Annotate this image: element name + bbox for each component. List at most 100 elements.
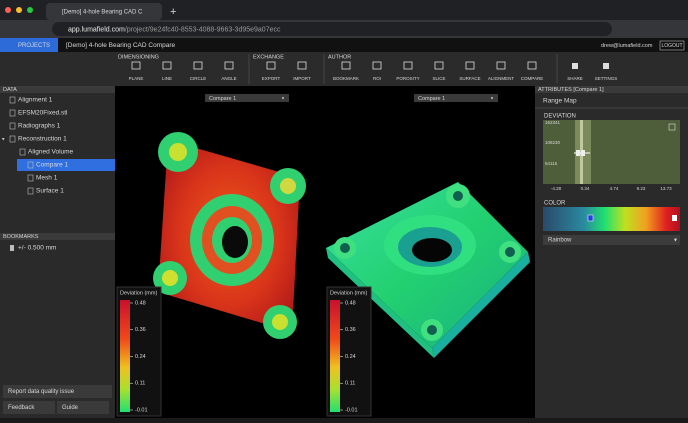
tree-icon xyxy=(9,122,16,130)
colormap-select[interactable] xyxy=(543,235,680,245)
colormap-handle[interactable] xyxy=(587,214,594,222)
tool-icon[interactable] xyxy=(572,63,578,69)
legend-tick-label: -0.01 xyxy=(135,407,148,413)
tool-icon[interactable] xyxy=(496,61,506,70)
bookmarks-title: BOOKMARKS xyxy=(3,234,39,240)
hist-x-label: 13.73 xyxy=(660,186,672,191)
view-selector-label: Compare 1 xyxy=(209,96,236,102)
feedback-label: Feedback xyxy=(8,405,35,411)
part-left xyxy=(153,132,306,339)
report-button[interactable] xyxy=(3,385,112,398)
tool-icon[interactable] xyxy=(341,61,351,70)
toolbar-group-title: EXCHANGE xyxy=(253,54,284,60)
tree-icon xyxy=(27,187,34,195)
attributes-title: ATTRIBUTES [Compare 1] xyxy=(538,87,604,93)
tab[interactable] xyxy=(46,3,162,20)
url-host: app.lumafield.com xyxy=(68,26,125,33)
guide-label: Guide xyxy=(62,405,79,411)
tree-icon xyxy=(9,109,16,117)
user-email: drew@lumafield.com xyxy=(601,43,653,49)
tree-icon xyxy=(19,148,26,156)
max-dot[interactable] xyxy=(27,7,33,13)
tool-label: PLANE xyxy=(129,76,144,81)
tool-icon[interactable] xyxy=(603,63,609,69)
close-dot[interactable] xyxy=(5,7,11,13)
new-tab[interactable]: + xyxy=(170,6,176,18)
legend-title: Deviation (mm) xyxy=(120,290,157,296)
tool-label: POROSITY xyxy=(396,76,419,81)
tree-item[interactable]: Reconstruction 1 xyxy=(18,136,67,143)
legend-tick-label: 0.48 xyxy=(345,300,356,306)
tree-item[interactable]: Aligned Volume xyxy=(28,149,74,156)
tool-label: ALIGNMENT xyxy=(488,76,515,81)
logout-label: LOGOUT xyxy=(661,43,682,49)
colormap-value: Rainbow xyxy=(548,238,572,244)
tree-icon xyxy=(9,135,16,143)
select-caret: ▼ xyxy=(673,237,678,243)
url-field[interactable] xyxy=(52,22,612,36)
view-selector[interactable] xyxy=(414,94,498,102)
toolbar-group-title: DIMENSIONING xyxy=(118,54,159,60)
tree-item[interactable]: Alignment 1 xyxy=(18,97,53,104)
tool-icon[interactable] xyxy=(162,61,172,70)
legend-tick-label: 0.11 xyxy=(345,381,355,387)
selected-row xyxy=(17,159,115,171)
tree-caret: ▾ xyxy=(2,136,5,142)
range-handle[interactable] xyxy=(581,150,585,156)
tool-icon[interactable] xyxy=(434,61,444,70)
hist-x-label: 4.74 xyxy=(610,186,619,191)
tool-label: COMPARE xyxy=(521,76,543,81)
view-selector-label: Compare 1 xyxy=(418,96,445,102)
tool-label: IMPORT xyxy=(293,76,311,81)
feedback-button[interactable] xyxy=(3,401,55,414)
legend-title: Deviation (mm) xyxy=(330,290,367,296)
tool-icon[interactable] xyxy=(527,61,537,70)
select-caret: ▼ xyxy=(490,96,494,101)
range-handle[interactable] xyxy=(576,150,580,156)
tree-icon xyxy=(27,174,34,182)
bookmark-item[interactable]: +/- 0.500 mm xyxy=(18,245,56,252)
legend-tick-label: 0.36 xyxy=(345,327,356,333)
tree-item[interactable]: Compare 1 xyxy=(36,162,69,169)
project-title: [Demo] 4-hole Bearing CAD Compare xyxy=(66,42,175,49)
legend-tick-label: -0.01 xyxy=(345,407,358,413)
range-map-tab[interactable]: Range Map xyxy=(543,98,577,105)
tree-item[interactable]: Radiographs 1 xyxy=(18,123,61,130)
hist-x-label: 0.34 xyxy=(581,186,590,191)
tool-label: LINE xyxy=(162,76,172,81)
min-dot[interactable] xyxy=(16,7,22,13)
tool-icon[interactable] xyxy=(297,61,307,70)
logout-button[interactable] xyxy=(659,40,685,51)
svg-text:app.lumafield.com/project/9e24: app.lumafield.com/project/9e24fc40-8553-… xyxy=(68,26,281,33)
tree-item[interactable]: EFSM20Fixed.stl xyxy=(18,110,68,117)
colormap-bar xyxy=(543,207,680,231)
deviation-label: DEVIATION xyxy=(544,114,576,120)
tree-item[interactable]: Mesh 1 xyxy=(36,175,58,182)
data-header xyxy=(0,86,115,93)
tool-icon[interactable] xyxy=(131,61,141,70)
legend-gradient xyxy=(120,300,130,412)
tool-label: CIRCLE xyxy=(190,76,207,81)
tool-icon[interactable] xyxy=(193,61,203,70)
tool-icon[interactable] xyxy=(403,61,413,70)
expand-icon[interactable] xyxy=(668,123,676,131)
colormap-handle[interactable] xyxy=(672,215,677,221)
tool-icon[interactable] xyxy=(266,61,276,70)
tool-label: SURFACE xyxy=(459,76,480,81)
url-path: /project/9e24fc40-8553-4088-9663-3d95e9a… xyxy=(125,26,281,33)
color-label: COLOR xyxy=(544,201,566,207)
tool-icon[interactable] xyxy=(372,61,382,70)
hist-x-label: -4.28 xyxy=(551,186,562,191)
part-right xyxy=(326,182,530,358)
tool-label: ROI xyxy=(373,76,381,81)
guide-button[interactable] xyxy=(57,401,109,414)
tool-icon[interactable] xyxy=(224,61,234,70)
tool-icon[interactable] xyxy=(465,61,475,70)
tree-item[interactable]: Surface 1 xyxy=(36,188,64,195)
view-selector[interactable] xyxy=(205,94,289,102)
histogram xyxy=(543,120,680,184)
tab-title: [Demo] 4-hole Bearing CAD C xyxy=(62,10,143,16)
projects-button[interactable] xyxy=(0,38,58,52)
